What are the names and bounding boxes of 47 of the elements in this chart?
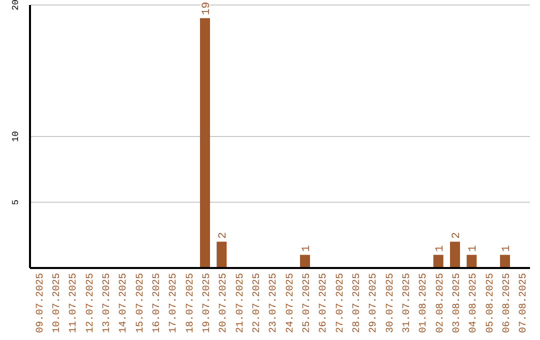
bar — [216, 242, 227, 268]
x-tick-label: 13.07.2025 — [102, 273, 113, 334]
data-label: 1 — [301, 244, 313, 252]
x-tick-label: 03.08.2025 — [452, 273, 463, 334]
x-tick-label: 30.07.2025 — [385, 273, 396, 334]
x-tick-label: 28.07.2025 — [352, 273, 363, 334]
x-tick-label: 15.07.2025 — [135, 273, 146, 334]
x-tick-label: 17.07.2025 — [168, 273, 180, 334]
x-tick-label: 14.07.2025 — [118, 273, 130, 334]
x-tick-label: 29.07.2025 — [368, 273, 380, 334]
y-tick-label: 20 — [11, 0, 21, 10]
x-tick-label: 06.08.2025 — [502, 273, 513, 334]
bar — [433, 254, 444, 268]
x-tick-label: 05.08.2025 — [485, 273, 496, 334]
x-tick-label: 12.07.2025 — [85, 273, 96, 334]
x-tick-label: 04.08.2025 — [468, 273, 480, 334]
x-tick-label: 11.07.2025 — [68, 273, 80, 334]
x-tick-label: 23.07.2025 — [268, 273, 280, 334]
bar — [500, 254, 510, 268]
y-tick-label: 5 — [11, 200, 21, 205]
x-tick-label: 01.08.2025 — [418, 273, 430, 334]
data-label: 2 — [451, 232, 463, 239]
x-tick-label: 20.07.2025 — [218, 273, 230, 334]
data-label: 1 — [434, 244, 446, 252]
bar — [466, 254, 477, 268]
x-tick-label: 09.07.2025 — [35, 273, 46, 334]
data-label: 1 — [468, 244, 480, 252]
bar — [300, 254, 310, 268]
x-tick-label: 22.07.2025 — [252, 273, 263, 334]
bar — [450, 242, 460, 268]
bar — [200, 18, 210, 268]
x-tick-label: 19.07.2025 — [202, 273, 213, 334]
data-label: 2 — [218, 232, 230, 239]
x-tick-label: 27.07.2025 — [335, 273, 346, 334]
x-tick-label: 21.07.2025 — [235, 273, 246, 334]
data-label: 1 — [501, 244, 513, 252]
x-tick-label: 31.07.2025 — [402, 273, 413, 334]
x-tick-label: 26.07.2025 — [318, 273, 330, 334]
x-tick-label: 02.08.2025 — [435, 273, 446, 334]
x-tick-label: 24.07.2025 — [285, 273, 296, 334]
x-tick-label: 10.07.2025 — [52, 273, 63, 334]
x-tick-label: 07.08.2025 — [518, 273, 530, 334]
x-tick-label: 25.07.2025 — [302, 273, 313, 334]
x-tick-label: 18.07.2025 — [185, 273, 196, 334]
x-tick-label: 16.07.2025 — [152, 273, 163, 334]
data-label: 19 — [201, 2, 213, 16]
y-tick-label: 10 — [11, 131, 21, 142]
